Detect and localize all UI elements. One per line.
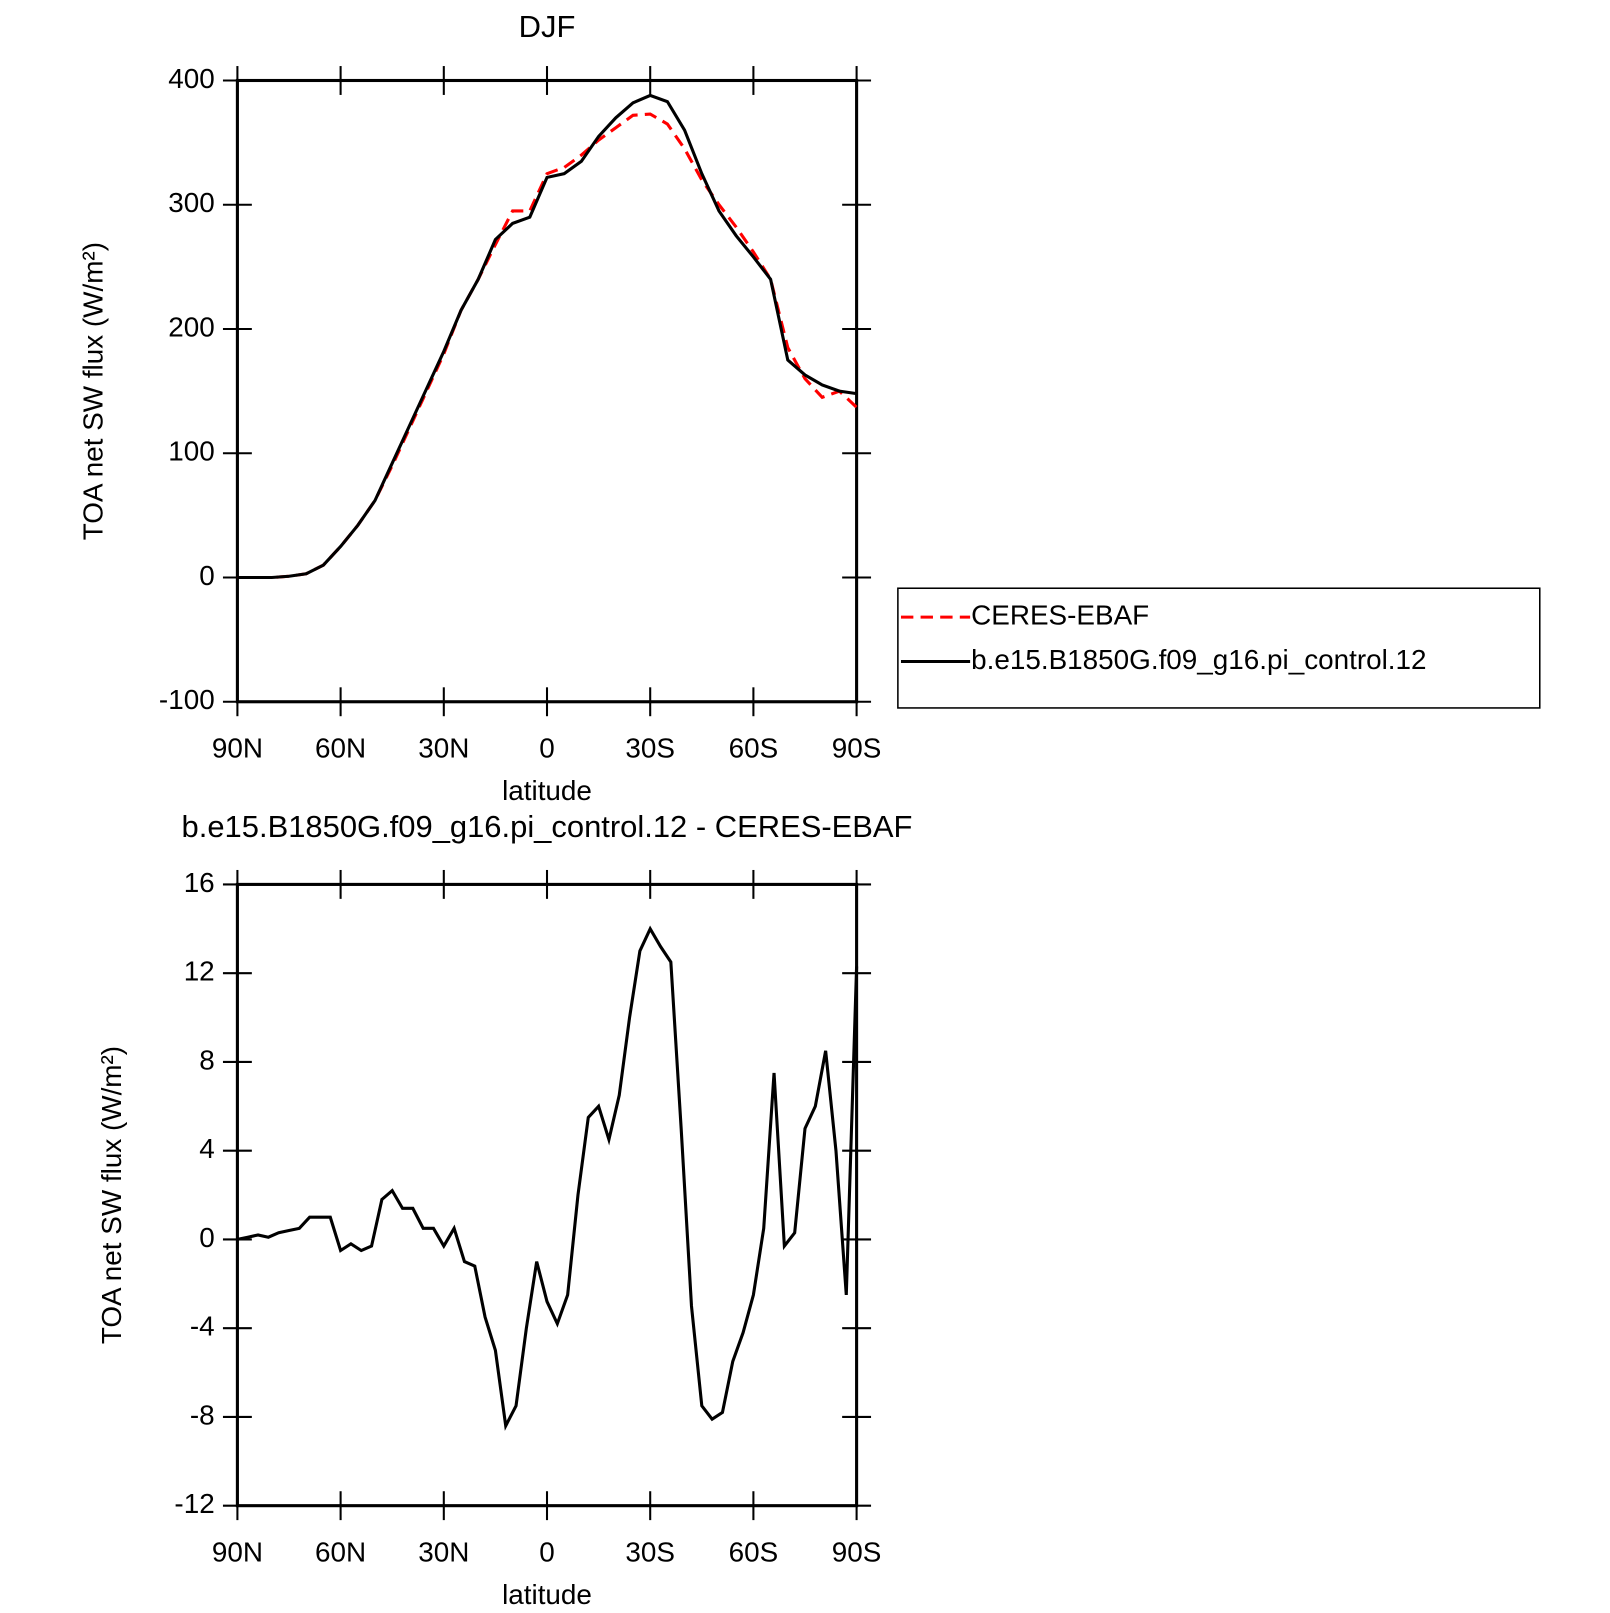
y-tick-label: -8 — [190, 1399, 215, 1430]
y-tick-label: 0 — [199, 1222, 215, 1253]
x-tick-label: 60N — [315, 733, 366, 764]
y-tick-label: 0 — [199, 560, 215, 591]
x-tick-label: 0 — [539, 1537, 555, 1568]
y-tick-label: 200 — [168, 311, 214, 342]
y-tick-label: -12 — [174, 1488, 214, 1519]
x-tick-label: 90S — [832, 1537, 882, 1568]
legend-label: CERES-EBAF — [971, 599, 1149, 630]
data-line — [237, 112, 858, 580]
x-tick-label: 30S — [625, 1537, 675, 1568]
y-tick-label: 4 — [199, 1133, 215, 1164]
x-tick-label: 60N — [315, 1537, 366, 1568]
y-tick-label: -4 — [190, 1311, 215, 1342]
x-tick-label: 90N — [212, 1537, 263, 1568]
x-tick-label: 90N — [212, 733, 263, 764]
plot-frame — [235, 882, 859, 1508]
y-tick-label: 12 — [184, 956, 215, 987]
x-tick-label: 30N — [418, 1537, 469, 1568]
y-tick-label: 16 — [184, 867, 215, 898]
data-line — [237, 93, 857, 580]
x-tick-label: 30N — [418, 733, 469, 764]
x-tick-label: 60S — [729, 733, 779, 764]
chart-title: b.e15.B1850G.f09_g16.pi_control.12 - CER… — [182, 809, 913, 844]
legend-box — [897, 587, 1541, 709]
x-tick-label: 30S — [625, 733, 675, 764]
x-tick-label: 60S — [729, 1537, 779, 1568]
y-tick-label: 100 — [168, 436, 214, 467]
y-tick-label: -100 — [159, 684, 215, 715]
y-tick-label: 8 — [199, 1044, 215, 1075]
x-axis-label: latitude — [502, 1579, 592, 1610]
x-tick-label: 0 — [539, 733, 555, 764]
y-tick-label: 400 — [168, 63, 214, 94]
plot-frame — [235, 78, 859, 704]
chart-title: DJF — [519, 9, 576, 44]
x-tick-label: 90S — [832, 733, 882, 764]
legend-label: b.e15.B1850G.f09_g16.pi_control.12 — [971, 644, 1426, 675]
x-axis-label: latitude — [502, 775, 592, 806]
y-axis-label: TOA net SW flux (W/m²) — [96, 1046, 127, 1344]
y-tick-label: 300 — [168, 187, 214, 218]
y-axis-label: TOA net SW flux (W/m²) — [77, 242, 108, 540]
data-line — [237, 925, 859, 1431]
